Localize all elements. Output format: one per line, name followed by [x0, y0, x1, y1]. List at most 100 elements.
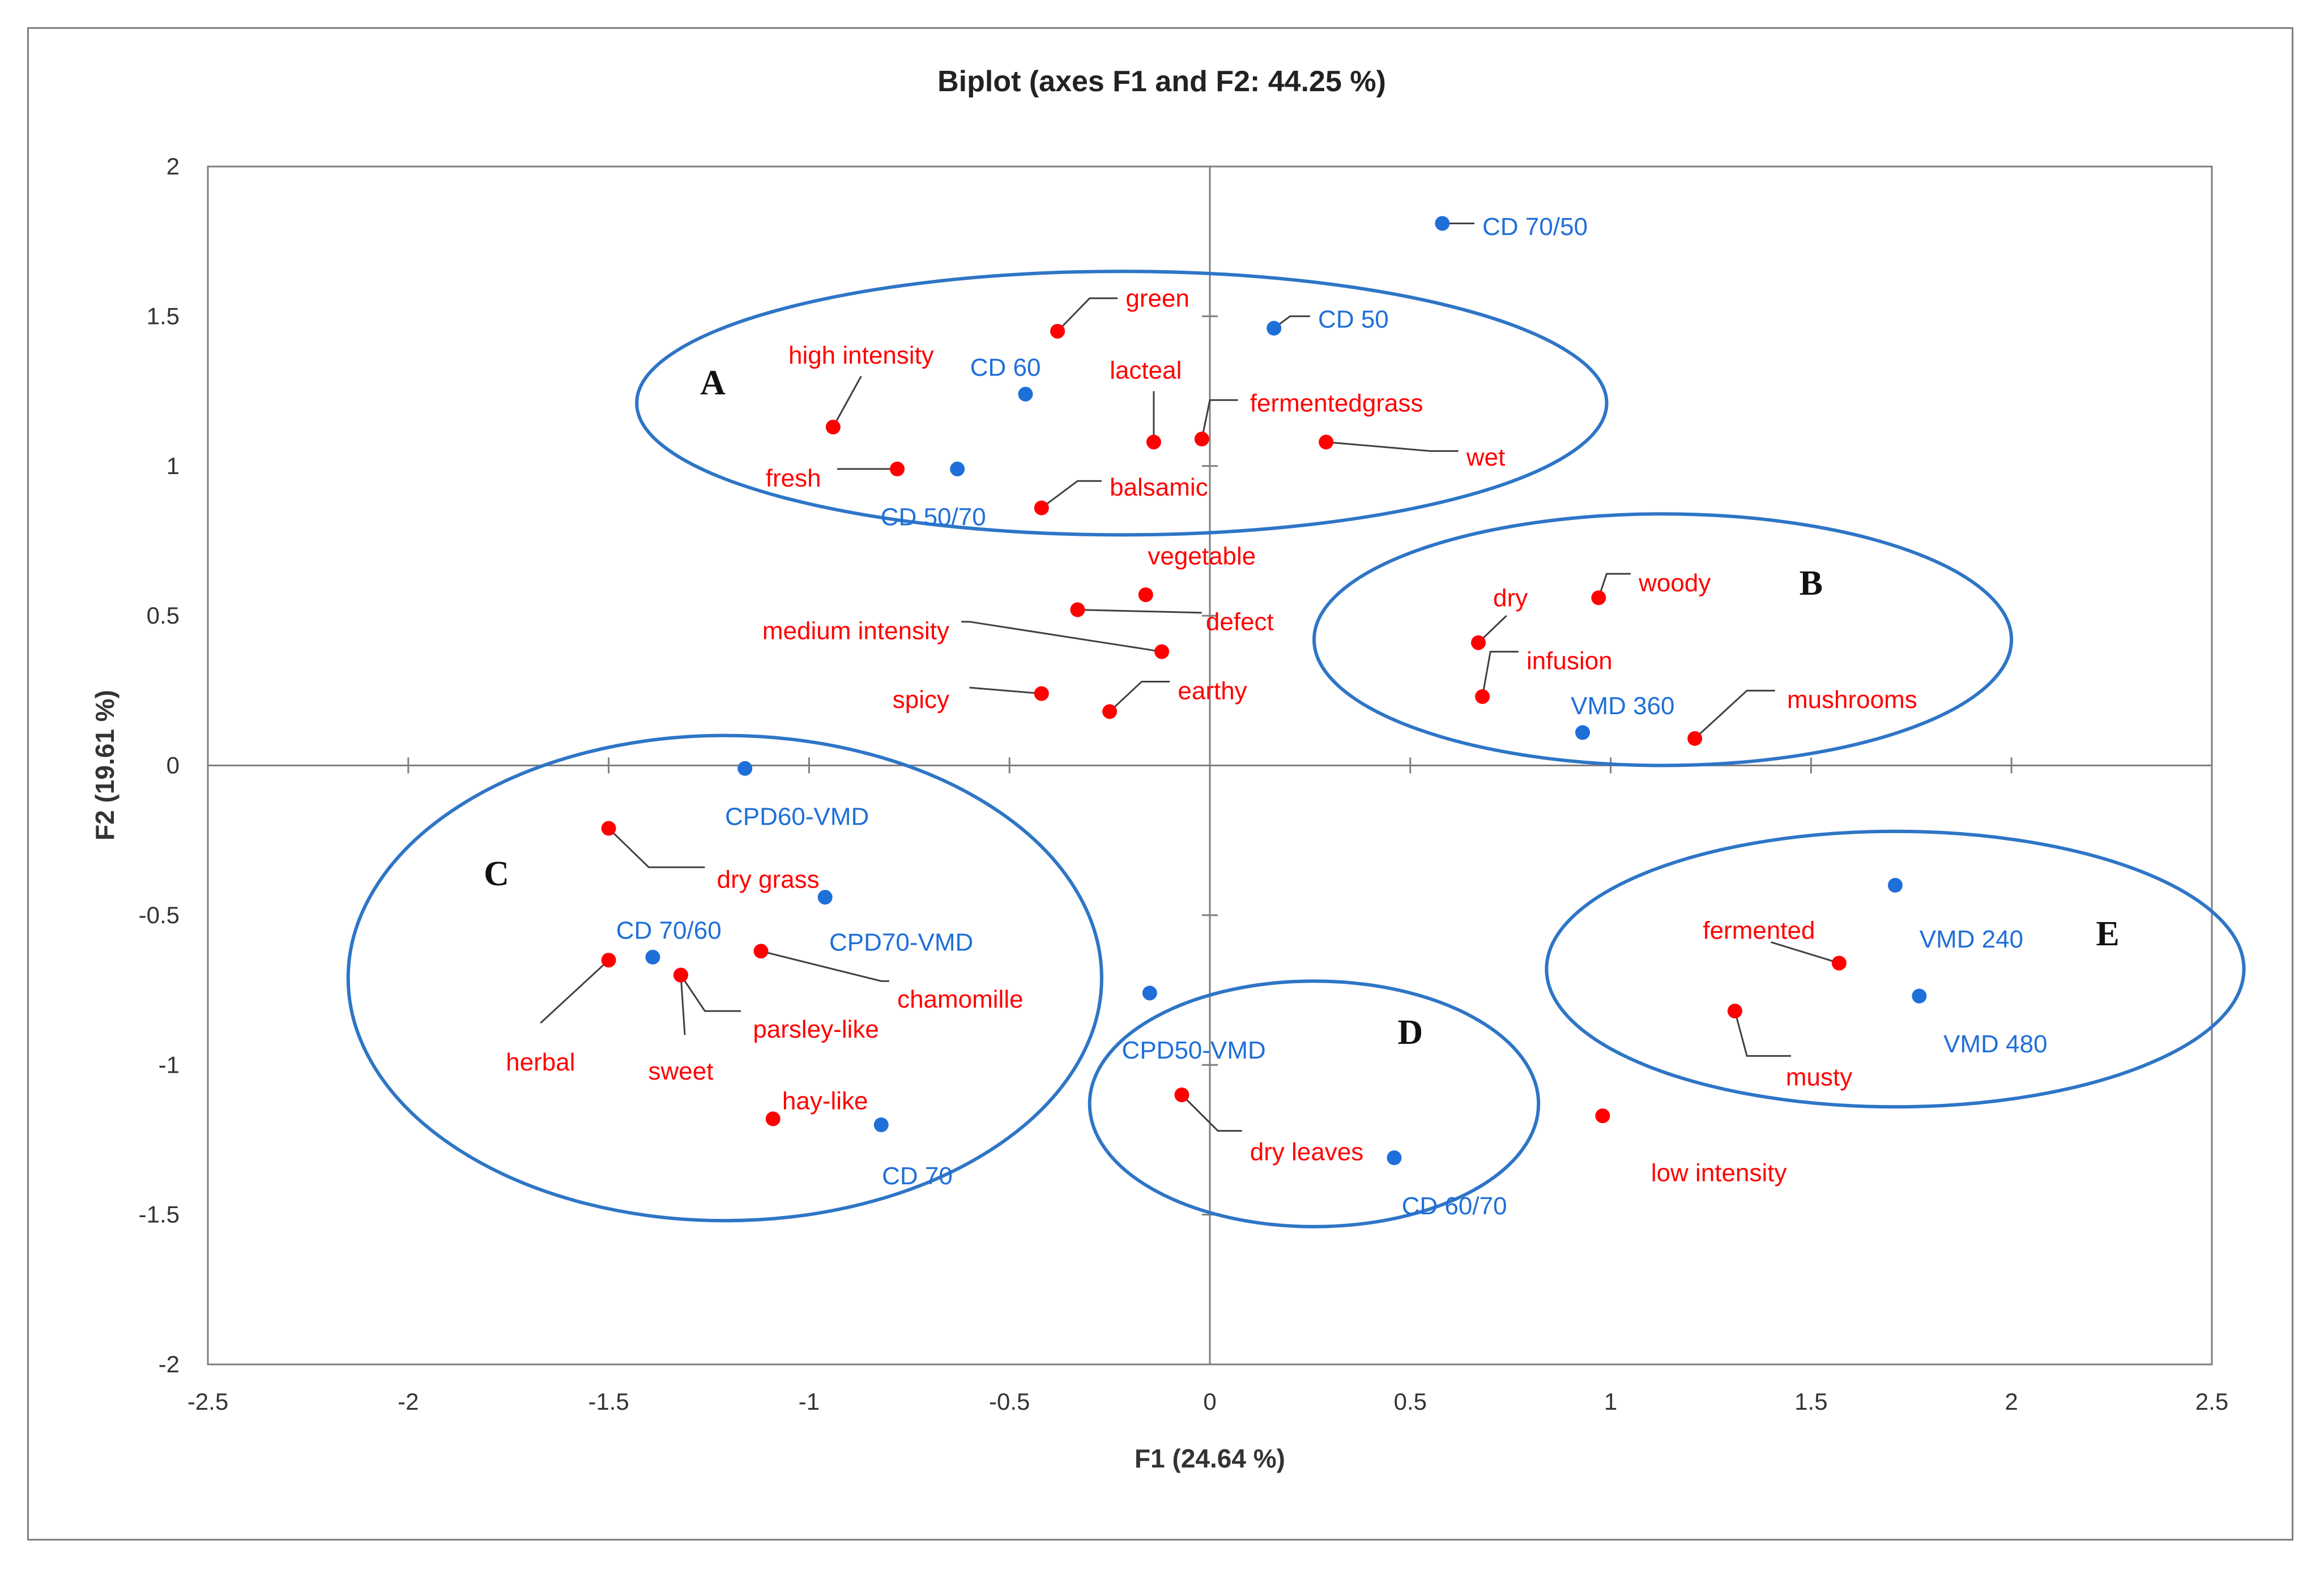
observation-point-cd-70 [873, 1117, 889, 1132]
x-axis-title: F1 (24.64 %) [1135, 1444, 1285, 1473]
observation-point-cd-70-60 [645, 949, 660, 965]
data-points [601, 216, 1927, 1166]
x-tick-label: -2.5 [187, 1388, 228, 1415]
y-tick-label: 1 [167, 453, 180, 479]
variable-point-spicy [1034, 686, 1049, 701]
x-tick-label: -1 [799, 1388, 820, 1415]
variable-point-vegetable [1138, 587, 1153, 603]
variable-label-dry: dry [1493, 584, 1528, 612]
variable-point-fermented [1831, 955, 1847, 971]
variable-leader-dry-leaves [1181, 1094, 1242, 1132]
observation-point-cd-50-70 [950, 462, 965, 477]
variable-label-chamomille: chamomille [897, 985, 1024, 1013]
group-ellipse-e [1545, 829, 2246, 1109]
y-tick-label: -1.5 [139, 1201, 180, 1228]
group-label-a: A [700, 364, 726, 402]
variable-label-medium-intensity: medium intensity [762, 617, 949, 645]
point-labels: green high intensity lacteal fermentedgrass… [506, 213, 2047, 1220]
variable-label-woody: woody [1638, 569, 1711, 597]
variable-leader-herbal [540, 959, 609, 1024]
variable-point-mushrooms [1687, 731, 1703, 746]
variable-label-defect: defect [1206, 608, 1274, 636]
variable-label-parsley-like: parsley-like [753, 1016, 879, 1043]
observation-label-cd-50-70: CD 50/70 [881, 504, 986, 531]
observation-label-cd-60-70: CD 60/70 [1402, 1192, 1507, 1220]
variable-point-dry-leaves [1174, 1087, 1189, 1103]
variable-leader-fermented [1771, 941, 1840, 964]
observation-label-vmd-480: VMD 480 [1943, 1030, 2047, 1058]
variable-point-dry-grass [601, 821, 616, 836]
variable-leader-dry-grass [608, 827, 705, 868]
variable-point-fermentedgrass [1194, 432, 1209, 447]
variable-point-low-intensity [1595, 1108, 1610, 1124]
observation-point-vmd-360 [1575, 725, 1590, 740]
variable-label-high-intensity: high intensity [788, 342, 934, 369]
variable-point-medium-intensity [1154, 644, 1170, 659]
observation-point-cd-60 [1018, 386, 1033, 402]
variable-label-mushrooms: mushrooms [1787, 686, 1917, 714]
group-label-d: D [1397, 1013, 1423, 1052]
x-tick-label: 2.5 [2195, 1388, 2228, 1415]
variable-label-lacteal: lacteal [1110, 357, 1182, 385]
y-tick-label: -1 [159, 1051, 180, 1078]
observation-label-cd-70-50: CD 70/50 [1482, 213, 1588, 241]
y-tick-label: 0 [167, 752, 180, 779]
variable-label-vegetable: vegetable [1148, 542, 1256, 570]
observation-label-vmd-240: VMD 240 [1920, 925, 2023, 953]
biplot-chart: Biplot (axes F1 and F2: 44.25 %) -2.5 -2 -… [90, 65, 2246, 1473]
variable-leader-infusion [1481, 651, 1519, 697]
variable-leader-mushrooms [1694, 689, 1775, 740]
group-ellipse-b [1312, 512, 2014, 767]
x-tick-label: 0.5 [1394, 1388, 1427, 1415]
variable-point-fresh [890, 462, 905, 477]
variable-label-hay-like: hay-like [782, 1087, 868, 1115]
variable-leader-sweet [680, 975, 686, 1035]
variable-label-dry-grass: dry grass [717, 865, 820, 893]
observation-label-cd-70: CD 70 [882, 1162, 953, 1190]
observation-point-vmd-480 [1912, 988, 1927, 1004]
observation-point-cd-50 [1267, 321, 1282, 336]
variable-point-defect [1070, 602, 1085, 617]
group-label-c: C [484, 855, 509, 893]
observation-point-vmd-240 [1887, 878, 1903, 893]
observation-point-cpd70-vmd [817, 890, 833, 905]
variable-label-spicy: spicy [893, 686, 949, 714]
variable-point-earthy [1102, 704, 1118, 719]
group-ellipse-c [346, 733, 1103, 1223]
variable-label-balsamic: balsamic [1110, 473, 1208, 501]
variable-point-green [1050, 323, 1065, 339]
variable-label-earthy: earthy [1178, 677, 1247, 705]
y-tick-label: -2 [159, 1351, 180, 1377]
variable-point-musty [1727, 1004, 1742, 1019]
group-ellipse-a [635, 270, 1609, 537]
variable-leader-defect [1077, 609, 1202, 614]
observation-label-cd-60: CD 60 [970, 353, 1041, 381]
group-ellipses: A B C D E [346, 270, 2246, 1228]
variable-point-hay-like [765, 1111, 781, 1127]
variable-label-sweet: sweet [648, 1057, 713, 1085]
x-tick-label: 1 [1604, 1388, 1617, 1415]
observation-label-cpd50-vmd: CPD50-VMD [1122, 1036, 1266, 1064]
chart-title: Biplot (axes F1 and F2: 44.25 %) [937, 65, 1386, 98]
y-axis-title: F2 (19.61 %) [90, 690, 120, 841]
variable-leader-green [1057, 297, 1118, 332]
variable-label-dry-leaves: dry leaves [1250, 1138, 1364, 1166]
variable-point-wet [1319, 434, 1334, 450]
observation-point-cpd50-vmd [1142, 985, 1157, 1001]
variable-label-herbal: herbal [506, 1048, 575, 1076]
variable-leader-fermentedgrass [1201, 399, 1238, 440]
variable-label-green: green [1125, 285, 1189, 313]
x-tick-label: 0 [1203, 1388, 1216, 1415]
x-tick-label: -1.5 [588, 1388, 629, 1415]
y-tick-label: 0.5 [147, 602, 180, 629]
x-tick-label: -0.5 [989, 1388, 1030, 1415]
chart-frame: Biplot (axes F1 and F2: 44.25 %) -2.5 -2 -… [27, 27, 2293, 1541]
variable-point-balsamic [1034, 500, 1049, 515]
y-tick-label: -0.5 [139, 902, 180, 928]
x-tick-label: 2 [2005, 1388, 2018, 1415]
group-ellipse-d [1088, 979, 1541, 1228]
variable-leader-earthy [1109, 680, 1170, 713]
variable-point-herbal [601, 953, 616, 968]
variable-label-fermentedgrass: fermentedgrass [1250, 390, 1423, 417]
variable-label-low-intensity: low intensity [1651, 1159, 1787, 1187]
